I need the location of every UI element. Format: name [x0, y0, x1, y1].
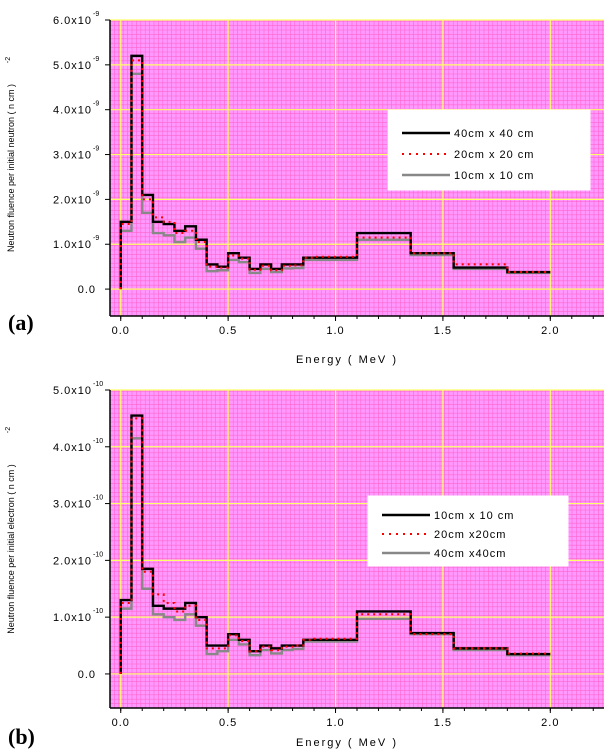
- x-tick-label: 1.0: [326, 325, 344, 337]
- chart-panel-a: 0.0 0.5 1.0 1.5 2.00.01.0x10-92.0x10-93.0x10…: [5, 11, 604, 366]
- panel-label: (a): [8, 310, 34, 335]
- x-axis-title: Energy ( MeV ): [296, 737, 398, 749]
- y-tick-exponent: -9: [93, 190, 99, 197]
- y-tick-exponent: -10: [93, 551, 103, 558]
- y-tick-exponent: -10: [93, 608, 103, 615]
- y-tick-exponent: -9: [93, 146, 99, 153]
- legend-label: 10cm x 10 cm: [434, 510, 514, 522]
- legend: 40cm x 40 cm 20cm x 20 cm 10cm x 10 cm: [387, 109, 591, 191]
- x-tick-label: 0.5: [219, 717, 237, 729]
- y-axis-title: Neutron fluence per initial electron ( n…: [6, 464, 16, 634]
- y-tick-label: 2.0x10: [53, 194, 92, 206]
- x-tick-label: 2.0: [541, 717, 559, 729]
- y-tick-label: 3.0x10: [53, 150, 92, 162]
- minor-grid: [109, 20, 604, 317]
- y-tick-exponent: -9: [93, 235, 99, 242]
- series-line-2: [119, 417, 551, 674]
- x-tick-label: 1.5: [434, 717, 452, 729]
- y-tick-label: 0.0: [78, 669, 96, 681]
- x-tick-label: 0.0: [112, 717, 130, 729]
- x-tick-label: 1.5: [434, 325, 452, 337]
- legend-label: 20cm x20cm: [434, 529, 506, 541]
- y-tick-label: 4.0x10: [53, 442, 92, 454]
- y-tick-exponent: -9: [93, 56, 99, 63]
- legend: 10cm x 10 cm 20cm x20cm 40cm x40cm: [367, 495, 569, 567]
- y-tick-label: 5.0x10: [53, 60, 92, 72]
- x-tick-label: 0.5: [219, 325, 237, 337]
- panel-label: (b): [8, 724, 35, 749]
- legend-label: 10cm x 10 cm: [454, 170, 534, 182]
- y-tick-label: 1.0x10: [53, 612, 92, 624]
- y-tick-exponent: -10: [93, 495, 103, 502]
- y-tick-label: 5.0x10: [53, 385, 92, 397]
- chart-panel-b: 0.0 0.5 1.0 1.5 2.00.01.0x10-102.0x10-103.0x…: [5, 381, 604, 749]
- legend-label: 20cm x 20 cm: [454, 149, 534, 161]
- y-tick-label: 3.0x10: [53, 499, 92, 511]
- y-tick-label: 6.0x10: [53, 15, 92, 27]
- y-tick-exponent: -10: [93, 438, 103, 445]
- y-tick-label: 1.0x10: [53, 239, 92, 251]
- series-line-1: [119, 414, 551, 674]
- x-tick-label: 1.0: [326, 717, 344, 729]
- y-tick-exponent: -10: [93, 381, 103, 388]
- legend-label: 40cm x 40 cm: [454, 128, 534, 140]
- y-axis-title-exponent: -2: [5, 57, 12, 63]
- y-tick-label: 2.0x10: [53, 555, 92, 567]
- y-tick-exponent: -9: [93, 11, 99, 18]
- x-tick-label: 2.0: [541, 325, 559, 337]
- legend-label: 40cm x40cm: [434, 548, 506, 560]
- legend-box: [367, 495, 569, 567]
- y-axis-title: Neutron fluence per initial neutron ( n …: [6, 84, 16, 252]
- y-tick-exponent: -9: [93, 101, 99, 108]
- series-line-1: [119, 54, 551, 290]
- x-axis-title: Energy ( MeV ): [296, 354, 398, 366]
- legend-box: [387, 109, 591, 191]
- y-axis-title-exponent: -2: [5, 427, 12, 433]
- x-tick-label: 0.0: [112, 325, 130, 337]
- y-tick-label: 4.0x10: [53, 105, 92, 117]
- y-tick-label: 0.0: [78, 284, 96, 296]
